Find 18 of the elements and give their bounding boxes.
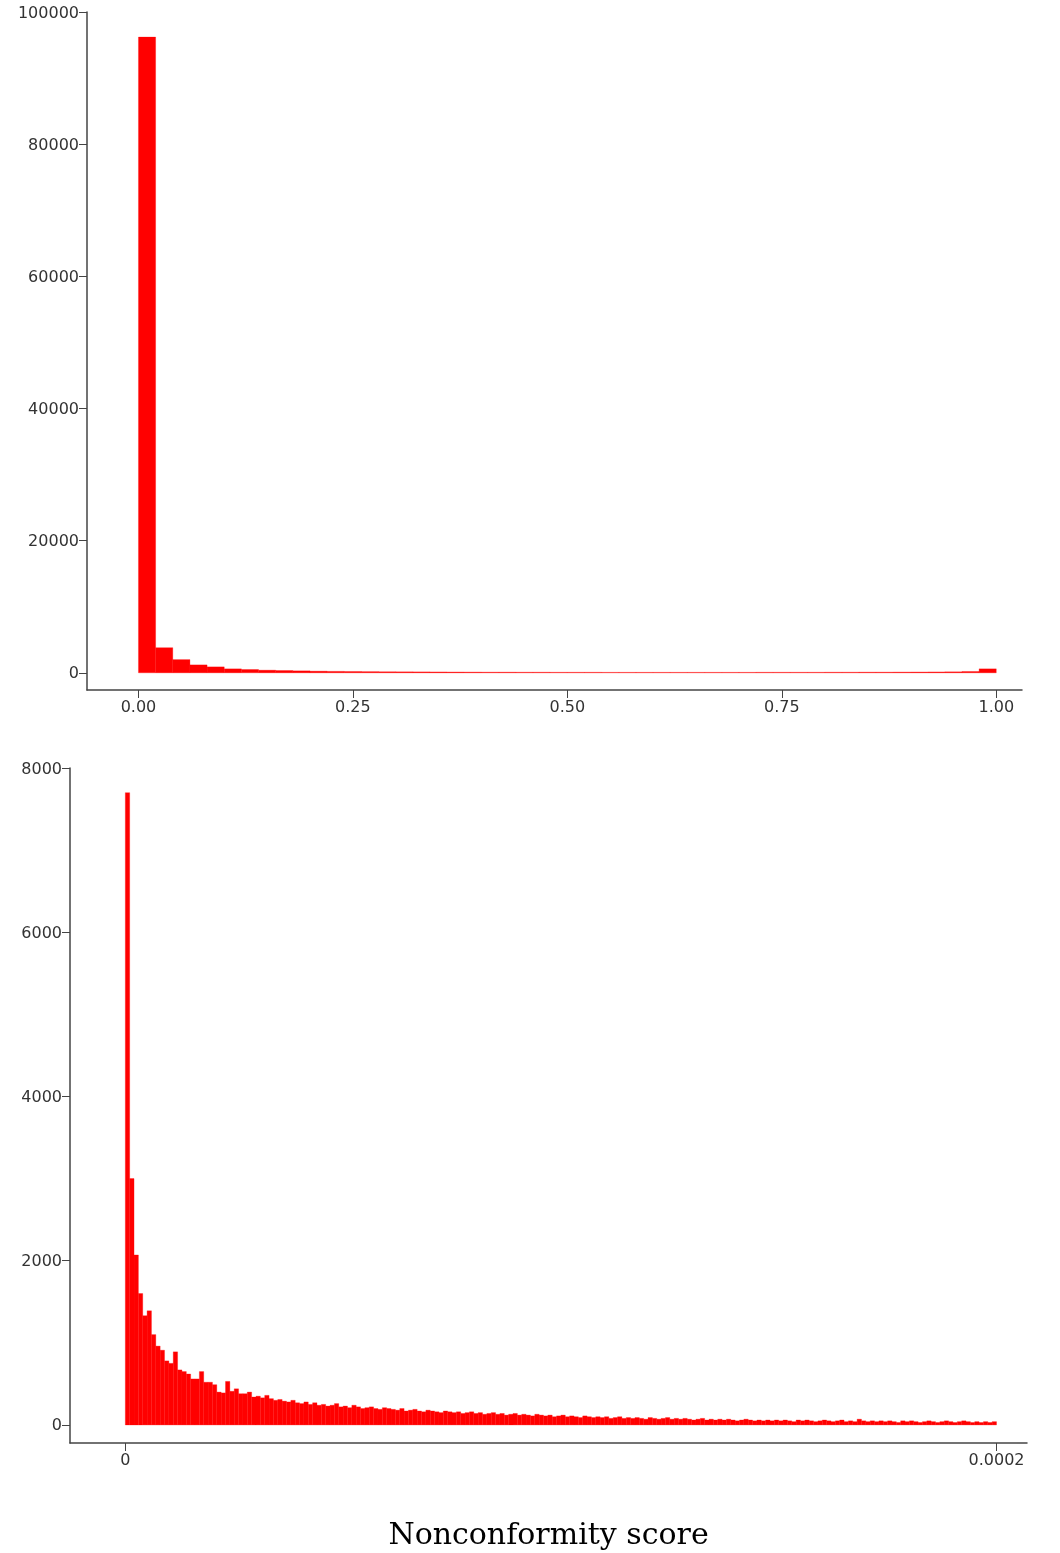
y-tick-label: 80000 <box>28 134 79 154</box>
x-tick-label: 1.00 <box>978 696 1015 716</box>
y-tick-label: 0 <box>51 1415 62 1435</box>
y-tick-label: 2000 <box>21 1251 62 1271</box>
y-tick-label: 60000 <box>28 266 79 286</box>
y-tick-label: 8000 <box>21 758 62 778</box>
x-tick-label: 0.25 <box>335 696 371 716</box>
y-tick-label: 100000 <box>17 2 79 22</box>
x-axis-title: Nonconformity score <box>388 1515 709 1551</box>
y-tick-label: 20000 <box>28 531 79 551</box>
x-tick-label: 0.75 <box>764 696 800 716</box>
y-tick-label: 40000 <box>28 398 79 418</box>
x-tick-label: 0.0002 <box>968 1449 1025 1469</box>
y-tick-label: 4000 <box>21 1086 62 1106</box>
y-tick-label: 6000 <box>21 922 62 942</box>
x-tick-label: 0.50 <box>549 696 586 716</box>
x-tick-label: 0.00 <box>120 696 157 716</box>
y-tick-label: 0 <box>68 663 79 683</box>
